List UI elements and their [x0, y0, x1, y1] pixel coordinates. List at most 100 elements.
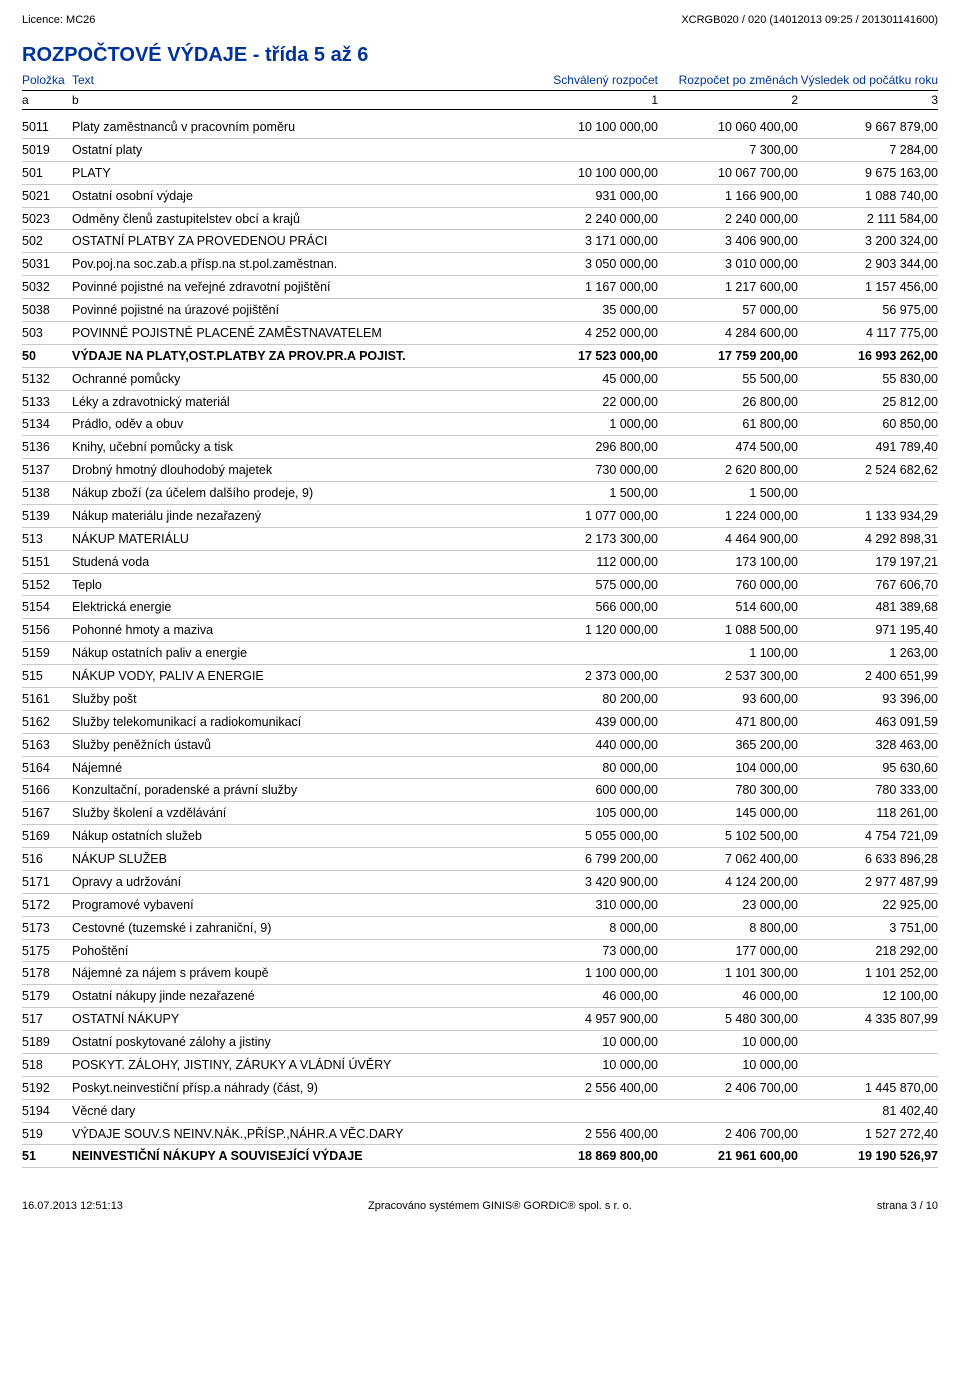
cell-v3: 4 292 898,31: [798, 531, 938, 548]
cell-code: 5159: [22, 645, 72, 662]
cell-code: 5175: [22, 943, 72, 960]
cell-v3: 118 261,00: [798, 805, 938, 822]
footer-center: Zpracováno systémem GINIS® GORDIC® spol.…: [123, 1200, 877, 1212]
cell-v3: [798, 1057, 938, 1074]
cell-v3: 1 527 272,40: [798, 1126, 938, 1143]
table-row: 5011Platy zaměstnanců v pracovním poměru…: [22, 116, 938, 139]
cell-code: 5172: [22, 897, 72, 914]
cell-v2: 2 240 000,00: [658, 211, 798, 228]
cell-v1: 5 055 000,00: [518, 828, 658, 845]
cell-text: OSTATNÍ NÁKUPY: [72, 1011, 518, 1028]
cell-v1: 4 957 900,00: [518, 1011, 658, 1028]
cell-v1: 80 000,00: [518, 760, 658, 777]
cell-v1: 296 800,00: [518, 439, 658, 456]
cell-code: 5032: [22, 279, 72, 296]
cell-v3: 328 463,00: [798, 737, 938, 754]
cell-text: Služby školení a vzdělávání: [72, 805, 518, 822]
cell-text: OSTATNÍ PLATBY ZA PROVEDENOU PRÁCI: [72, 233, 518, 250]
cell-v1: 566 000,00: [518, 599, 658, 616]
cell-text: Ostatní osobní výdaje: [72, 188, 518, 205]
cell-text: Služby pošt: [72, 691, 518, 708]
cell-text: Prádlo, oděv a obuv: [72, 416, 518, 433]
cell-v2: 5 102 500,00: [658, 828, 798, 845]
licence-block: Licence: MC26: [22, 14, 95, 26]
cell-code: 519: [22, 1126, 72, 1143]
cell-v3: 2 903 344,00: [798, 256, 938, 273]
cell-v2: 145 000,00: [658, 805, 798, 822]
table-row: 5172Programové vybavení310 000,0023 000,…: [22, 894, 938, 917]
table-row: 518POSKYT. ZÁLOHY, JISTINY, ZÁRUKY A VLÁ…: [22, 1054, 938, 1077]
col-header-text: Text: [72, 73, 518, 87]
cell-code: 503: [22, 325, 72, 342]
page: Licence: MC26 XCRGB020 / 020 (14012013 0…: [0, 0, 960, 1222]
cell-code: 5136: [22, 439, 72, 456]
cell-v3: 481 389,68: [798, 599, 938, 616]
cell-text: NEINVESTIČNÍ NÁKUPY A SOUVISEJÍCÍ VÝDAJE: [72, 1148, 518, 1165]
table-row: 5159Nákup ostatních paliv a energie1 100…: [22, 642, 938, 665]
cell-code: 5137: [22, 462, 72, 479]
section-title: ROZPOČTOVÉ VÝDAJE - třída 5 až 6: [22, 44, 938, 67]
cell-v1: 73 000,00: [518, 943, 658, 960]
cell-v2: 21 961 600,00: [658, 1148, 798, 1165]
cell-text: Služby peněžních ústavů: [72, 737, 518, 754]
cell-v2: 2 406 700,00: [658, 1080, 798, 1097]
table-row: 5194Věcné dary81 402,40: [22, 1100, 938, 1123]
cell-code: 518: [22, 1057, 72, 1074]
cell-v1: 8 000,00: [518, 920, 658, 937]
table-row: 5156Pohonné hmoty a maziva1 120 000,001 …: [22, 619, 938, 642]
cell-text: Teplo: [72, 577, 518, 594]
table-row: 519VÝDAJE SOUV.S NEINV.NÁK.,PŘÍSP.,NÁHR.…: [22, 1123, 938, 1146]
cell-text: Ostatní platy: [72, 142, 518, 159]
cell-v1: 10 100 000,00: [518, 119, 658, 136]
cell-v3: 780 333,00: [798, 782, 938, 799]
cell-v1: 2 556 400,00: [518, 1080, 658, 1097]
top-line: Licence: MC26 XCRGB020 / 020 (14012013 0…: [22, 14, 938, 26]
table-body: 5011Platy zaměstnanců v pracovním poměru…: [22, 116, 938, 1168]
cell-v2: 177 000,00: [658, 943, 798, 960]
cell-v1: 3 420 900,00: [518, 874, 658, 891]
cell-v2: 17 759 200,00: [658, 348, 798, 365]
cell-code: 5031: [22, 256, 72, 273]
table-row: 5139Nákup materiálu jinde nezařazený1 07…: [22, 505, 938, 528]
cell-v1: [518, 645, 658, 662]
cell-code: 517: [22, 1011, 72, 1028]
cell-code: 5178: [22, 965, 72, 982]
cell-code: 5133: [22, 394, 72, 411]
cell-v1: 35 000,00: [518, 302, 658, 319]
cell-v1: 45 000,00: [518, 371, 658, 388]
cell-v3: 56 975,00: [798, 302, 938, 319]
table-row: 5166Konzultační, poradenské a právní slu…: [22, 779, 938, 802]
table-row: 5192Poskyt.neinvestiční přísp.a náhrady …: [22, 1077, 938, 1100]
cell-code: 5161: [22, 691, 72, 708]
cell-text: Nákup zboží (za účelem dalšího prodeje, …: [72, 485, 518, 502]
cell-v1: 6 799 200,00: [518, 851, 658, 868]
cell-v2: 10 067 700,00: [658, 165, 798, 182]
cell-code: 5154: [22, 599, 72, 616]
cell-v3: 491 789,40: [798, 439, 938, 456]
cell-v3: 3 200 324,00: [798, 233, 938, 250]
cell-v3: 60 850,00: [798, 416, 938, 433]
cell-v3: 3 751,00: [798, 920, 938, 937]
cell-text: Poskyt.neinvestiční přísp.a náhrady (čás…: [72, 1080, 518, 1097]
cell-v2: 760 000,00: [658, 577, 798, 594]
footer-left: 16.07.2013 12:51:13: [22, 1200, 123, 1212]
cell-code: 5156: [22, 622, 72, 639]
cell-v2: 2 537 300,00: [658, 668, 798, 685]
table-row: 5137Drobný hmotný dlouhodobý majetek730 …: [22, 459, 938, 482]
cell-v2: 10 000,00: [658, 1034, 798, 1051]
cell-v2: 471 800,00: [658, 714, 798, 731]
cell-text: Pov.poj.na soc.zab.a přísp.na st.pol.zam…: [72, 256, 518, 273]
cell-v2: 1 224 000,00: [658, 508, 798, 525]
cell-code: 5194: [22, 1103, 72, 1120]
cell-code: 5171: [22, 874, 72, 891]
cell-v3: 93 396,00: [798, 691, 938, 708]
cell-text: Studená voda: [72, 554, 518, 571]
table-header: Položka Text Schválený rozpočet Rozpočet…: [22, 73, 938, 91]
licence-label: Licence:: [22, 14, 63, 26]
cell-v3: 1 133 934,29: [798, 508, 938, 525]
cell-code: 502: [22, 233, 72, 250]
cell-code: 50: [22, 348, 72, 365]
cell-v2: 7 300,00: [658, 142, 798, 159]
cell-v1: 440 000,00: [518, 737, 658, 754]
cell-v3: 4 754 721,09: [798, 828, 938, 845]
